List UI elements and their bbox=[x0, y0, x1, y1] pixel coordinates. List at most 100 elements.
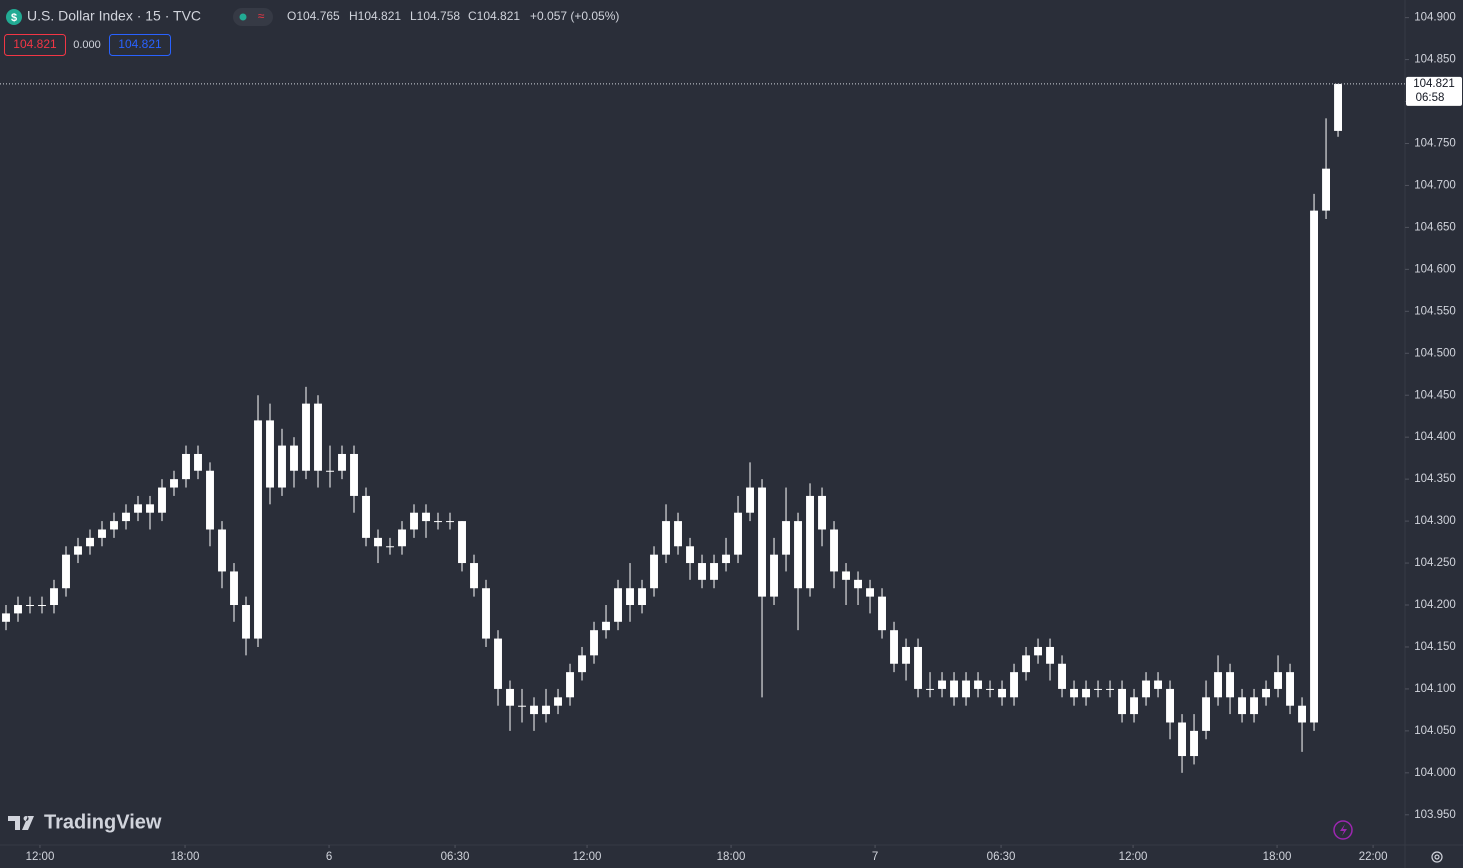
candle-body bbox=[566, 672, 574, 698]
candle-body bbox=[158, 487, 166, 513]
candle-body bbox=[638, 588, 646, 606]
candle-body bbox=[1094, 688, 1102, 690]
candle-body bbox=[674, 521, 682, 547]
x-tick-label: 06:30 bbox=[987, 851, 1016, 863]
candle-body bbox=[1214, 672, 1222, 698]
svg-text:≈: ≈ bbox=[258, 9, 265, 23]
lightning-icon[interactable] bbox=[1333, 820, 1353, 840]
candle-body bbox=[446, 521, 454, 523]
candle-body bbox=[1142, 680, 1150, 698]
candle-body bbox=[614, 588, 622, 622]
y-tick-label: 104.850 bbox=[1414, 54, 1456, 66]
candle-body bbox=[326, 470, 334, 472]
candle-body bbox=[122, 512, 130, 522]
candle-body bbox=[1166, 688, 1174, 723]
ohlc-change: +0.057 (+0.05%) bbox=[530, 9, 619, 23]
candle-body bbox=[1190, 730, 1198, 757]
candles bbox=[2, 83, 1342, 773]
bid-box[interactable] bbox=[4, 34, 66, 56]
candle-body bbox=[1286, 672, 1294, 706]
candle-body bbox=[1082, 688, 1090, 698]
candle-body bbox=[302, 403, 310, 471]
candle-body bbox=[1178, 722, 1186, 757]
x-tick-label: 18:00 bbox=[717, 851, 746, 863]
candle-body bbox=[1046, 646, 1054, 664]
candle-body bbox=[470, 563, 478, 589]
candle-body bbox=[1118, 688, 1126, 715]
candle-body bbox=[494, 638, 502, 689]
candle-body bbox=[110, 521, 118, 530]
candle-body bbox=[242, 605, 250, 639]
y-tick-label: 104.350 bbox=[1414, 473, 1456, 485]
candle-body bbox=[1034, 646, 1042, 656]
candle-body bbox=[554, 697, 562, 706]
candle-body bbox=[986, 688, 994, 690]
y-tick-label: 104.550 bbox=[1414, 305, 1456, 317]
candle-body bbox=[578, 655, 586, 673]
status-badge: ≈ bbox=[233, 8, 273, 26]
candle-body bbox=[170, 479, 178, 488]
candle-body bbox=[14, 605, 22, 614]
y-tick-label: 104.000 bbox=[1414, 767, 1456, 779]
candle-body bbox=[1274, 672, 1282, 689]
ohlc-open: O104.765 bbox=[287, 9, 340, 23]
y-tick-label: 104.450 bbox=[1414, 389, 1456, 401]
y-tick-label: 104.250 bbox=[1414, 557, 1456, 569]
symbol-title: U.S. Dollar Index · 15 · TVC bbox=[27, 8, 201, 24]
candle-body bbox=[770, 554, 778, 597]
candle-body bbox=[794, 521, 802, 589]
x-tick-label: 12:00 bbox=[26, 851, 55, 863]
candle-body bbox=[602, 621, 610, 631]
candle-body bbox=[62, 554, 70, 589]
ask-box[interactable] bbox=[109, 34, 171, 56]
candle-body bbox=[206, 470, 214, 530]
candle-body bbox=[902, 646, 910, 664]
settings-icon[interactable] bbox=[1431, 851, 1443, 863]
candle-body bbox=[698, 563, 706, 580]
candle-body bbox=[734, 512, 742, 555]
candle-body bbox=[386, 546, 394, 548]
bid-price: 104.821 bbox=[13, 37, 57, 51]
candle-body bbox=[878, 596, 886, 631]
candle-body bbox=[806, 495, 814, 589]
candle-body bbox=[1058, 663, 1066, 689]
candle-body bbox=[950, 680, 958, 698]
spread: 0.000 bbox=[73, 39, 101, 51]
candle-body bbox=[338, 453, 346, 471]
candle-body bbox=[374, 537, 382, 547]
y-tick-label: 104.050 bbox=[1414, 725, 1456, 737]
candle-body bbox=[1238, 697, 1246, 715]
candle-body bbox=[458, 521, 466, 564]
ask-price: 104.821 bbox=[118, 37, 162, 51]
candle-body bbox=[1310, 210, 1318, 723]
candle-body bbox=[230, 571, 238, 606]
candle-body bbox=[146, 504, 154, 513]
y-tick-label: 104.100 bbox=[1414, 683, 1456, 695]
candle-body bbox=[254, 420, 262, 639]
candle-body bbox=[1022, 655, 1030, 673]
candle-body bbox=[590, 630, 598, 656]
countdown: 06:58 bbox=[1416, 92, 1445, 104]
candle-body bbox=[218, 529, 226, 572]
candle-body bbox=[626, 588, 634, 606]
candle-body bbox=[998, 688, 1006, 698]
x-tick-label: 12:00 bbox=[1119, 851, 1148, 863]
candle-body bbox=[542, 705, 550, 715]
candle-body bbox=[830, 529, 838, 572]
candle-body bbox=[26, 605, 34, 607]
candle-body bbox=[1010, 672, 1018, 698]
candle-body bbox=[1298, 705, 1306, 723]
candle-body bbox=[1262, 688, 1270, 698]
candle-body bbox=[890, 630, 898, 664]
y-tick-label: 104.500 bbox=[1414, 347, 1456, 359]
candle-body bbox=[194, 453, 202, 471]
svg-text:$: $ bbox=[11, 12, 17, 24]
candle-body bbox=[974, 680, 982, 689]
x-tick-label: 22:00 bbox=[1359, 851, 1388, 863]
candle-body bbox=[362, 495, 370, 538]
candle-body bbox=[1106, 688, 1114, 690]
candle-body bbox=[290, 445, 298, 471]
y-tick-label: 104.700 bbox=[1414, 179, 1456, 191]
candle-body bbox=[1202, 697, 1210, 731]
